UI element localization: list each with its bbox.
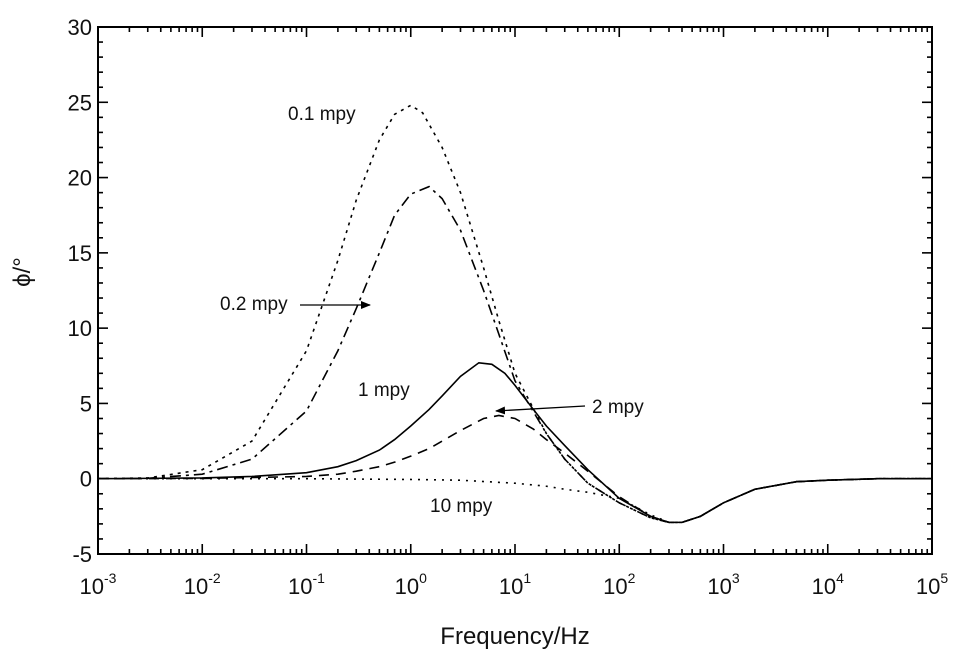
series-line-1-mpy (97, 361, 932, 524)
x-tick-base: 10 (499, 574, 523, 599)
x-tick-label: 10-2 (184, 570, 221, 599)
x-tick-label: 102 (603, 570, 635, 599)
y-tick-label: 30 (68, 15, 92, 40)
y-tick-label: 15 (68, 241, 92, 266)
x-tick-exponent: 5 (940, 570, 948, 586)
x-tick-exponent: 3 (732, 570, 740, 586)
x-tick-label: 10-3 (80, 570, 117, 599)
annotation-2-mpy: 2 mpy (592, 397, 644, 418)
x-tick-exponent: -2 (208, 570, 221, 586)
x-tick-label: 101 (499, 570, 531, 599)
x-tick-exponent: 2 (628, 570, 636, 586)
x-tick-base: 10 (603, 574, 627, 599)
x-tick-exponent: 0 (419, 570, 427, 586)
x-tick-base: 10 (80, 574, 104, 599)
y-tick-label: 20 (68, 166, 92, 191)
y-tick-label: -5 (72, 542, 92, 567)
series-line-0-2-mpy (97, 185, 932, 524)
x-tick-label: 103 (707, 570, 739, 599)
y-tick-label: 10 (68, 316, 92, 341)
y-axis-label: ϕ/° (9, 257, 36, 287)
series-line-0-1-mpy (97, 104, 932, 524)
series-line-10-mpy (98, 477, 932, 524)
y-tick-label: 25 (68, 90, 92, 115)
y-tick-label: 5 (80, 391, 92, 416)
annotation-0-1-mpy: 0.1 mpy (288, 104, 356, 125)
x-tick-label: 104 (812, 570, 844, 599)
x-tick-base: 10 (916, 574, 940, 599)
x-tick-exponent: 4 (836, 570, 844, 586)
annotation-2-mpy-arrow (495, 405, 586, 415)
y-tick-label: 0 (80, 467, 92, 492)
x-tick-label: 100 (395, 570, 427, 599)
x-tick-base: 10 (707, 574, 731, 599)
x-tick-base: 10 (812, 574, 836, 599)
plot-frame (97, 26, 933, 555)
x-tick-base: 10 (184, 574, 208, 599)
x-tick-label: 10-1 (288, 570, 325, 599)
annotation-10-mpy: 10 mpy (430, 496, 493, 517)
x-tick-base: 10 (395, 574, 419, 599)
series-line-2-mpy (97, 414, 932, 524)
x-tick-label: 105 (916, 570, 948, 599)
annotation-1-mpy: 1 mpy (358, 380, 410, 401)
annotation-0-2-mpy: 0.2 mpy (220, 294, 288, 315)
x-axis-label: Frequency/Hz (440, 623, 589, 650)
x-tick-base: 10 (288, 574, 312, 599)
x-tick-exponent: -3 (104, 570, 117, 586)
x-tick-exponent: -1 (313, 570, 326, 586)
x-tick-exponent: 1 (523, 570, 531, 586)
